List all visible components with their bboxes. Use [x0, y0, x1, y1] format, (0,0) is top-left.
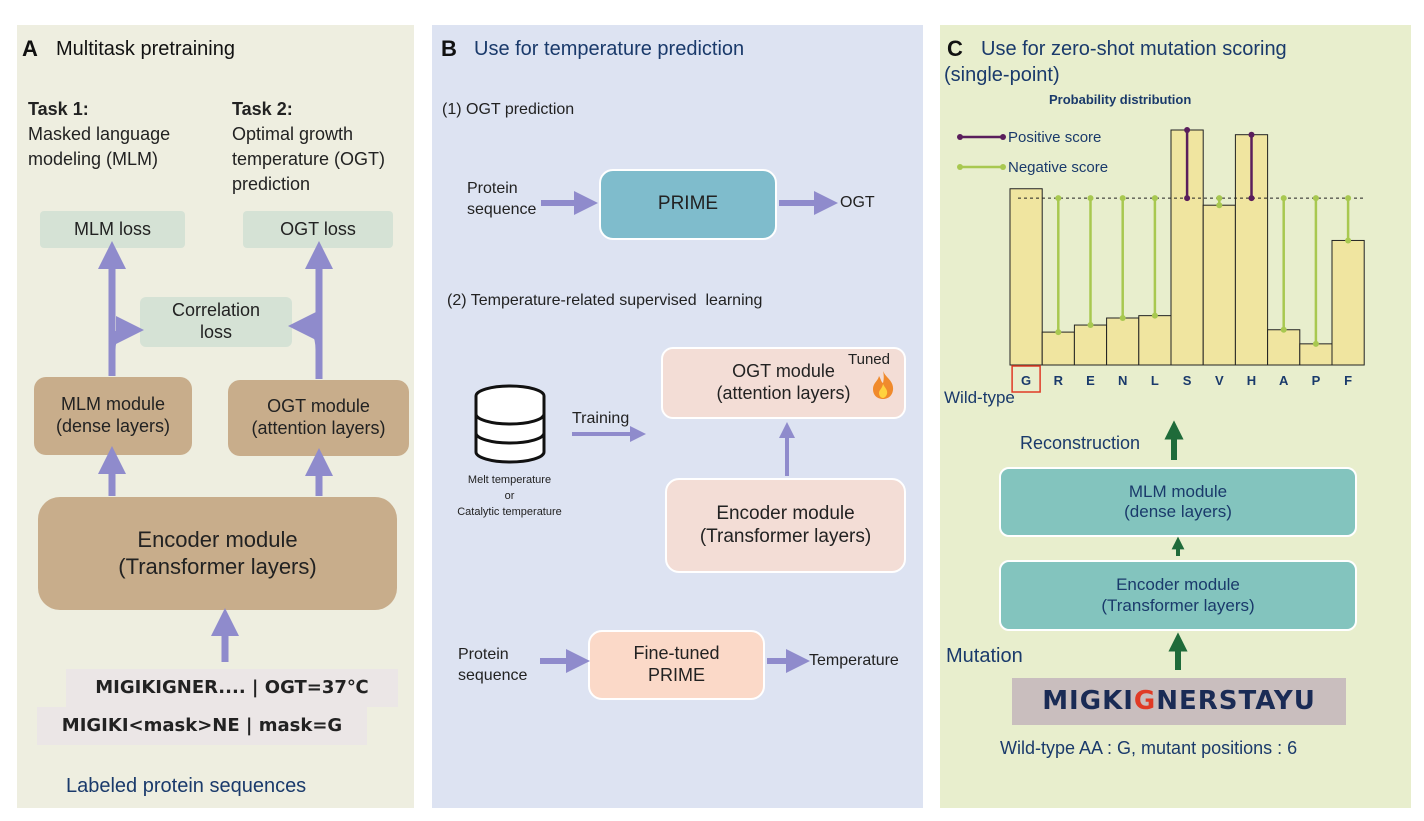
panel-c-arrows	[1174, 430, 1178, 670]
panel-a-arrows	[112, 255, 319, 662]
arrow-ogt-to-correlation	[302, 326, 319, 350]
panel-b-arrows	[540, 203, 826, 661]
arrow-mlm-to-correlation	[112, 330, 130, 350]
